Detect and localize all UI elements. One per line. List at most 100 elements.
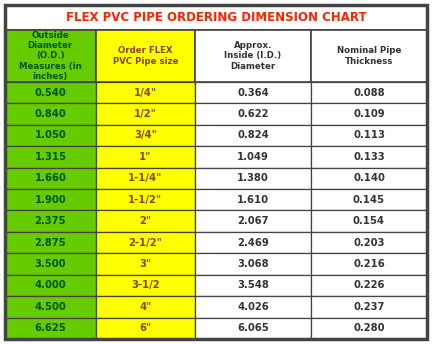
Text: 1.050: 1.050 xyxy=(35,130,66,140)
Text: 0.226: 0.226 xyxy=(353,280,385,290)
Text: 0.140: 0.140 xyxy=(353,173,385,183)
Text: 2.469: 2.469 xyxy=(237,238,269,248)
Text: 3.548: 3.548 xyxy=(237,280,269,290)
Text: 0.364: 0.364 xyxy=(237,87,269,98)
Text: 3/4": 3/4" xyxy=(134,130,157,140)
Bar xyxy=(96,168,195,189)
Bar xyxy=(311,232,427,253)
Text: 0.113: 0.113 xyxy=(353,130,385,140)
Bar xyxy=(96,296,195,318)
Bar xyxy=(96,211,195,232)
Text: 6.625: 6.625 xyxy=(35,323,66,333)
Bar xyxy=(311,296,427,318)
Text: 0.840: 0.840 xyxy=(35,109,66,119)
Text: 4.000: 4.000 xyxy=(35,280,66,290)
Text: 3": 3" xyxy=(139,259,151,269)
Text: 1.049: 1.049 xyxy=(237,152,269,162)
Text: 2": 2" xyxy=(139,216,151,226)
Bar xyxy=(5,296,96,318)
Bar xyxy=(96,30,195,82)
Text: 1-1/2": 1-1/2" xyxy=(128,195,162,205)
Text: 0.280: 0.280 xyxy=(353,323,385,333)
Text: 1.900: 1.900 xyxy=(35,195,66,205)
Bar xyxy=(311,146,427,168)
Bar xyxy=(195,275,311,296)
Text: 1/2": 1/2" xyxy=(134,109,157,119)
Text: 2.875: 2.875 xyxy=(35,238,66,248)
Bar xyxy=(311,253,427,275)
Text: 3.500: 3.500 xyxy=(35,259,66,269)
Bar xyxy=(311,211,427,232)
Bar xyxy=(5,103,96,125)
Bar xyxy=(5,253,96,275)
Bar xyxy=(311,189,427,211)
Bar xyxy=(195,103,311,125)
Text: 0.216: 0.216 xyxy=(353,259,385,269)
Text: Approx.
Inside (I.D.)
Diameter: Approx. Inside (I.D.) Diameter xyxy=(224,41,282,71)
Bar xyxy=(5,232,96,253)
Bar xyxy=(5,30,96,82)
Text: FLEX PVC PIPE ORDERING DIMENSION CHART: FLEX PVC PIPE ORDERING DIMENSION CHART xyxy=(66,11,366,24)
Text: 1.315: 1.315 xyxy=(35,152,67,162)
Text: 0.145: 0.145 xyxy=(353,195,385,205)
Text: 1.610: 1.610 xyxy=(237,195,269,205)
Bar xyxy=(195,168,311,189)
Bar xyxy=(5,125,96,146)
Bar xyxy=(311,125,427,146)
Text: 0.540: 0.540 xyxy=(35,87,66,98)
Text: Outside
Diameter
(O.D.)
Measures (in
inches): Outside Diameter (O.D.) Measures (in inc… xyxy=(19,31,82,81)
Bar xyxy=(96,103,195,125)
Bar xyxy=(311,318,427,339)
Bar xyxy=(96,189,195,211)
Text: 1/4": 1/4" xyxy=(134,87,157,98)
Text: 1-1/4": 1-1/4" xyxy=(128,173,162,183)
Text: 1": 1" xyxy=(139,152,152,162)
Bar xyxy=(96,275,195,296)
Text: 3.068: 3.068 xyxy=(237,259,269,269)
Text: 4": 4" xyxy=(139,302,152,312)
Bar xyxy=(195,82,311,103)
Bar xyxy=(96,125,195,146)
Text: 0.237: 0.237 xyxy=(353,302,384,312)
Text: 0.109: 0.109 xyxy=(353,109,385,119)
Bar xyxy=(311,168,427,189)
Text: 0.622: 0.622 xyxy=(237,109,269,119)
Bar xyxy=(96,82,195,103)
Bar xyxy=(96,318,195,339)
Text: 1.660: 1.660 xyxy=(35,173,66,183)
Bar xyxy=(195,125,311,146)
Text: 4.500: 4.500 xyxy=(35,302,66,312)
Bar xyxy=(5,318,96,339)
Text: 6": 6" xyxy=(139,323,152,333)
Bar xyxy=(96,232,195,253)
Bar xyxy=(5,146,96,168)
Bar xyxy=(311,103,427,125)
Bar xyxy=(5,211,96,232)
Text: 0.203: 0.203 xyxy=(353,238,384,248)
Bar xyxy=(195,30,311,82)
Bar xyxy=(311,275,427,296)
Text: Order FLEX
PVC Pipe size: Order FLEX PVC Pipe size xyxy=(113,46,178,66)
Bar xyxy=(195,189,311,211)
Bar xyxy=(311,82,427,103)
Text: 0.133: 0.133 xyxy=(353,152,385,162)
Text: 2.375: 2.375 xyxy=(35,216,66,226)
Bar xyxy=(195,253,311,275)
Bar xyxy=(5,82,96,103)
Bar xyxy=(5,275,96,296)
Text: 3-1/2: 3-1/2 xyxy=(131,280,160,290)
Text: 2.067: 2.067 xyxy=(237,216,269,226)
Bar xyxy=(195,232,311,253)
Bar xyxy=(195,211,311,232)
Bar xyxy=(5,168,96,189)
Bar xyxy=(195,296,311,318)
Text: 0.824: 0.824 xyxy=(237,130,269,140)
Bar xyxy=(195,318,311,339)
Bar xyxy=(311,30,427,82)
Text: 0.088: 0.088 xyxy=(353,87,385,98)
Text: 6.065: 6.065 xyxy=(237,323,269,333)
Bar xyxy=(5,5,427,30)
Bar xyxy=(5,189,96,211)
Bar xyxy=(96,146,195,168)
Text: Nominal Pipe
Thickness: Nominal Pipe Thickness xyxy=(337,46,401,66)
